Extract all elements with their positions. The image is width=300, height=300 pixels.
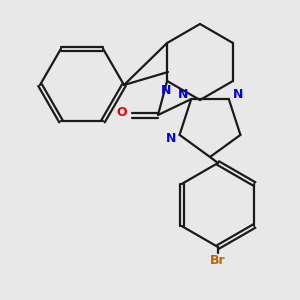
Text: N: N — [165, 132, 176, 146]
Text: N: N — [232, 88, 243, 100]
Text: N: N — [178, 88, 188, 100]
Text: Br: Br — [210, 254, 226, 266]
Text: N: N — [161, 85, 171, 98]
Text: O: O — [117, 106, 127, 119]
